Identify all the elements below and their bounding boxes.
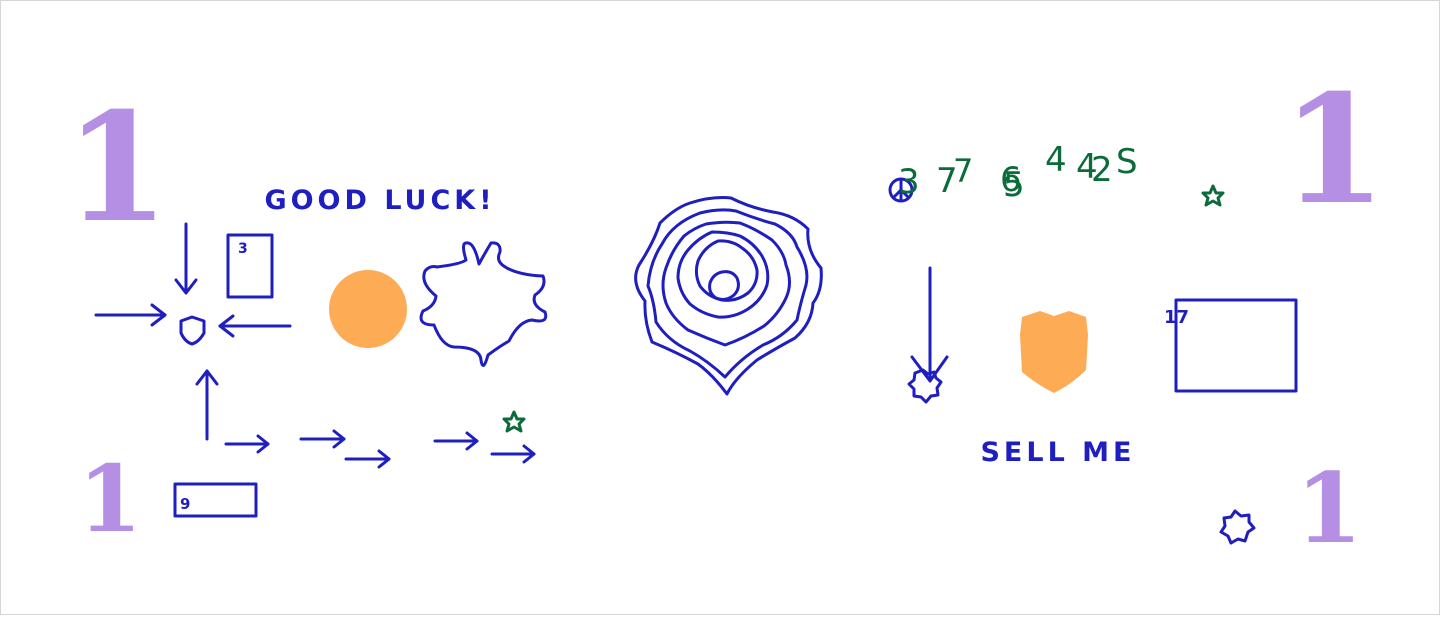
- arrow-right-icon: [490, 444, 536, 464]
- box-seventeen: [1174, 298, 1298, 393]
- corner-one-bottom-right: 1: [1296, 452, 1363, 565]
- arrow-up-icon: [195, 369, 219, 441]
- sell-me-label: SELL ME: [980, 437, 1135, 468]
- green-char-1: 3: [898, 162, 920, 202]
- box-nine-label: 9: [180, 495, 190, 513]
- green-char-6: 4: [1045, 140, 1067, 180]
- green-char-8: 2: [1091, 150, 1113, 190]
- loopy-badge-icon: [419, 241, 548, 367]
- green-char-9: S: [1116, 142, 1138, 182]
- corner-one-top-left: 1: [65, 80, 169, 256]
- star-icon: [1201, 184, 1225, 207]
- arrow-down-icon: [174, 222, 198, 295]
- box-nine: [173, 482, 258, 518]
- orange-circle: [329, 270, 407, 348]
- peace-icon-branches: [891, 187, 911, 200]
- corner-one-bottom-left: 1: [78, 445, 142, 553]
- green-char-7: 4: [1076, 147, 1098, 187]
- box-seventeen-label: 17: [1164, 307, 1189, 328]
- box-three-label: 3: [238, 241, 248, 257]
- shield-icon: [179, 315, 206, 346]
- nested-seal-icon: [634, 196, 823, 396]
- corner-one-top-right: 1: [1282, 62, 1386, 238]
- box-three: [226, 233, 274, 299]
- badge-icon: [1219, 509, 1256, 545]
- arrow-down-icon: [910, 266, 949, 383]
- arrow-right-icon: [94, 303, 167, 327]
- arrow-right-icon: [344, 449, 391, 469]
- green-char-4: 6: [1000, 160, 1022, 200]
- good-luck-label: GOOD LUCK!: [264, 185, 495, 216]
- arrow-right-icon: [299, 429, 346, 449]
- seal-icon: [907, 368, 943, 404]
- green-char-2: 7: [936, 161, 958, 201]
- star-icon: [502, 410, 526, 433]
- orange-shield-icon: [1020, 311, 1088, 393]
- green-char-3: 7: [953, 152, 973, 190]
- arrow-right-icon: [433, 431, 479, 451]
- green-char-5: 5: [1003, 165, 1025, 205]
- arrow-left-icon: [218, 314, 292, 338]
- arrow-right-icon: [224, 434, 270, 454]
